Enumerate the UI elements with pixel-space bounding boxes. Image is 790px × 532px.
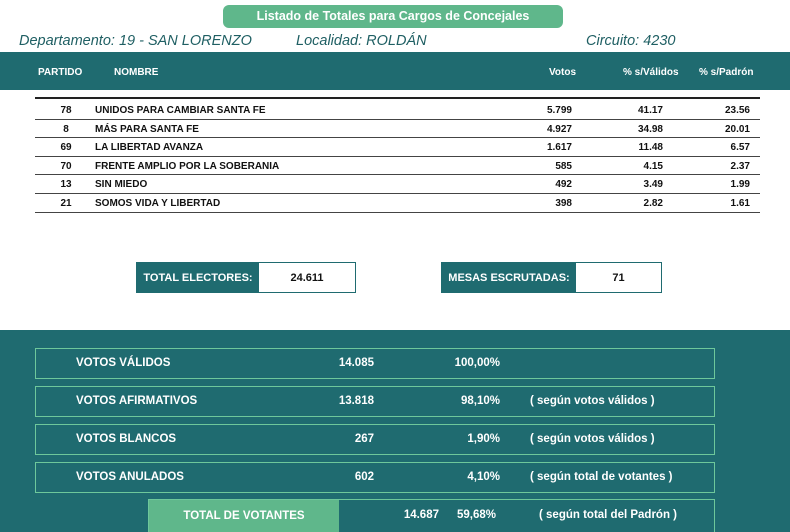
totals-note: ( según votos válidos ) — [530, 395, 655, 407]
mesas-escrutadas-label: MESAS ESCRUTADAS: — [442, 263, 576, 292]
party-code: 70 — [60, 160, 72, 172]
results-table: 78 UNIDOS PARA CAMBIAR SANTA FE 5.799 41.17… — [35, 97, 760, 213]
totals-pct: 98,10% — [460, 395, 500, 407]
table-row: 78 UNIDOS PARA CAMBIAR SANTA FE 5.799 41.17… — [35, 101, 760, 120]
party-code: 69 — [60, 142, 72, 154]
party-pct-padron: 1.61 — [730, 197, 750, 209]
party-code: 8 — [63, 123, 69, 135]
totals-label: VOTOS VÁLIDOS — [76, 357, 171, 369]
col-pct-padron: % s/Padrón — [699, 67, 754, 78]
table-row: 70 FRENTE AMPLIO POR LA SOBERANIA 585 4.15 2… — [35, 157, 760, 176]
party-name: SIN MIEDO — [95, 179, 148, 191]
totals-pct: 4,10% — [467, 471, 500, 483]
mesas-escrutadas-value: 71 — [576, 263, 661, 292]
total-electores-label: TOTAL ELECTORES: — [137, 263, 259, 292]
party-pct-validos: 41.17 — [637, 105, 663, 116]
col-nombre: NOMBRE — [114, 67, 159, 78]
party-pct-validos: 3.49 — [643, 179, 663, 191]
page-title: Listado de Totales para Cargos de Concej… — [223, 5, 563, 28]
party-name: FRENTE AMPLIO POR LA SOBERANIA — [95, 160, 280, 172]
totals-value: 14.085 — [338, 357, 374, 369]
total-votantes-pct: 59,68% — [456, 509, 496, 521]
totals-note: ( según total de votantes ) — [530, 471, 673, 483]
table-top-rule — [35, 97, 760, 99]
table-row: 69 LA LIBERTAD AVANZA 1.617 11.48 6.57 — [35, 138, 760, 157]
total-votantes-note: ( según total del Padrón ) — [539, 509, 678, 521]
table-row: 21 SOMOS VIDA Y LIBERTAD 398 2.82 1.61 — [35, 194, 760, 213]
mesas-escrutadas-box: MESAS ESCRUTADAS: 71 — [441, 262, 662, 293]
totals-row: VOTOS BLANCOS 267 1,90% ( según votos válid… — [35, 424, 715, 455]
party-pct-padron: 23.56 — [724, 105, 750, 116]
party-votes: 4.927 — [546, 123, 572, 135]
party-votes: 398 — [555, 197, 572, 209]
party-name: LA LIBERTAD AVANZA — [95, 142, 204, 154]
total-votantes-row: TOTAL DE VOTANTES 14.687 59,68% ( según … — [148, 499, 715, 532]
totals-note: ( según votos válidos ) — [530, 433, 655, 445]
totals-label: VOTOS ANULADOS — [76, 471, 184, 483]
totals-row: VOTOS AFIRMATIVOS 13.818 98,10% ( según vot… — [35, 386, 715, 417]
party-code: 21 — [60, 197, 72, 209]
col-partido: PARTIDO — [38, 67, 83, 78]
party-pct-padron: 20.01 — [724, 123, 750, 135]
localidad-label: Localidad: ROLDÁN — [296, 33, 427, 49]
departamento-label: Departamento: 19 - SAN LORENZO — [19, 33, 252, 49]
party-votes: 492 — [555, 179, 572, 191]
totals-row: VOTOS ANULADOS 602 4,10% ( según total de v… — [35, 462, 715, 493]
totals-pct: 1,90% — [467, 433, 500, 445]
total-electores-box: TOTAL ELECTORES: 24.611 — [136, 262, 356, 293]
circuito-label: Circuito: 4230 — [586, 33, 676, 49]
table-header: PARTIDO NOMBRE Votos % s/Válidos % s/Pad… — [0, 52, 790, 90]
table-row: 13 SIN MIEDO 492 3.49 1.99 — [35, 175, 760, 194]
totals-pct: 100,00% — [454, 357, 500, 369]
party-pct-validos: 2.82 — [643, 197, 663, 209]
totals-label: VOTOS BLANCOS — [76, 433, 177, 445]
totals-value: 602 — [354, 471, 374, 483]
col-pct-validos: % s/Válidos — [623, 67, 679, 78]
party-name: UNIDOS PARA CAMBIAR SANTA FE — [95, 105, 266, 116]
totals-value: 13.818 — [338, 395, 374, 407]
party-pct-padron: 1.99 — [730, 179, 750, 191]
party-pct-padron: 6.57 — [730, 142, 750, 154]
party-votes: 585 — [555, 160, 572, 172]
party-code: 78 — [60, 105, 72, 116]
party-name: SOMOS VIDA Y LIBERTAD — [95, 197, 221, 209]
total-electores-value: 24.611 — [259, 263, 355, 292]
party-code: 13 — [60, 179, 72, 191]
total-votantes-label: TOTAL DE VOTANTES — [149, 500, 339, 532]
totals-label: VOTOS AFIRMATIVOS — [76, 395, 198, 407]
party-name: MÁS PARA SANTA FE — [95, 123, 199, 135]
party-pct-validos: 34.98 — [637, 123, 663, 135]
col-votos: Votos — [549, 67, 577, 78]
party-votes: 5.799 — [546, 105, 572, 116]
total-votantes-value: 14.687 — [403, 509, 439, 521]
party-votes: 1.617 — [546, 142, 572, 154]
totals-value: 267 — [354, 433, 374, 445]
party-pct-validos: 11.48 — [638, 142, 663, 154]
party-pct-padron: 2.37 — [730, 160, 750, 172]
totals-row: VOTOS VÁLIDOS 14.085 100,00% — [35, 348, 715, 379]
totals-panel — [0, 330, 790, 532]
party-pct-validos: 4.15 — [643, 160, 663, 172]
table-row: 8 MÁS PARA SANTA FE 4.927 34.98 20.01 — [35, 120, 760, 139]
